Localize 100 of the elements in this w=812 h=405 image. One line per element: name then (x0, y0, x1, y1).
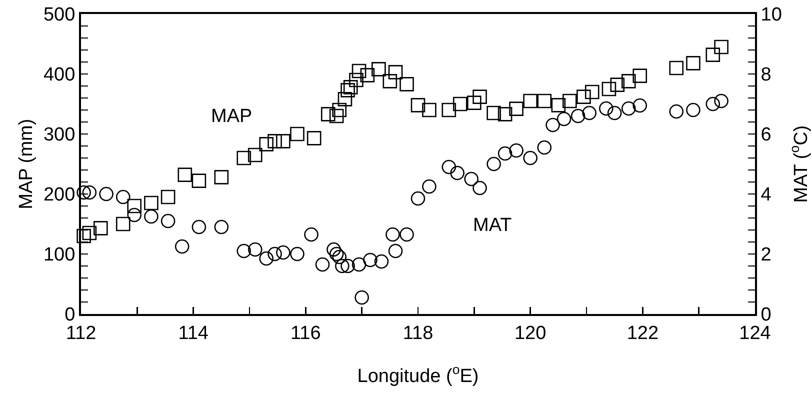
y2-tick-label: 8 (760, 64, 772, 86)
point (607, 106, 622, 120)
point (621, 74, 636, 88)
x-tick-label: 122 (626, 322, 659, 344)
point (352, 64, 366, 78)
point (632, 98, 648, 113)
point (400, 77, 414, 92)
y2-tick-label: 6 (760, 124, 772, 146)
point (632, 68, 648, 83)
point (340, 83, 355, 98)
point (621, 101, 636, 116)
point (248, 148, 262, 162)
point (315, 257, 330, 272)
point (602, 82, 616, 96)
point (498, 146, 512, 161)
point (464, 172, 479, 186)
point (584, 84, 600, 100)
point (472, 180, 487, 196)
point (352, 257, 366, 272)
y-tick-label: 100 (43, 244, 76, 266)
y-tick-label: 200 (43, 184, 76, 206)
point (706, 48, 720, 62)
point (374, 254, 389, 269)
point (304, 227, 318, 242)
point (329, 108, 344, 124)
y2-tick-label: 10 (760, 4, 782, 26)
x-tick-label: 116 (290, 322, 321, 344)
point (582, 106, 596, 120)
point (127, 198, 142, 214)
x-tick-label: 114 (178, 322, 209, 344)
point (259, 137, 274, 152)
point (236, 244, 252, 258)
point (610, 78, 625, 92)
point (338, 92, 352, 106)
point (268, 246, 282, 262)
x-tick-label: 118 (402, 322, 434, 344)
point (556, 112, 572, 126)
point (686, 56, 700, 70)
point (360, 68, 375, 82)
point (290, 246, 304, 262)
point (498, 107, 512, 122)
point (335, 258, 350, 274)
point (386, 227, 400, 242)
point (523, 150, 538, 166)
point (551, 98, 566, 112)
point (422, 179, 436, 194)
series-label: MAT (473, 215, 512, 236)
point (276, 245, 290, 260)
y-tick-label: 300 (43, 124, 76, 146)
point (562, 94, 577, 108)
point (329, 246, 344, 262)
point (442, 160, 456, 174)
point (340, 258, 355, 274)
point (354, 290, 369, 305)
point (486, 156, 501, 172)
point (320, 107, 336, 122)
y-axis-title: MAP (mm) (16, 118, 37, 210)
point (82, 226, 97, 240)
point (116, 216, 130, 232)
point (290, 126, 304, 142)
point (160, 190, 176, 204)
point (442, 102, 456, 118)
point (259, 251, 274, 266)
point (127, 208, 142, 222)
series-label: MAP (211, 106, 252, 127)
point (82, 185, 97, 200)
point (486, 106, 501, 120)
point (268, 134, 282, 148)
point (214, 220, 229, 234)
point (332, 250, 347, 264)
point (537, 94, 552, 108)
point (422, 102, 436, 118)
point (570, 108, 586, 124)
point (714, 40, 728, 54)
y-tick-label: 500 (43, 4, 76, 26)
point (410, 98, 426, 112)
point (472, 90, 487, 104)
point (686, 102, 700, 118)
point (326, 242, 341, 257)
point (276, 134, 290, 148)
point (76, 228, 91, 244)
point (669, 60, 684, 76)
point (372, 62, 386, 76)
point (214, 170, 229, 184)
point (388, 244, 403, 258)
point (306, 131, 322, 146)
point (388, 65, 403, 80)
point (116, 190, 130, 204)
point (509, 102, 524, 116)
point (669, 104, 684, 119)
point (467, 96, 482, 110)
point (509, 143, 524, 158)
point (192, 220, 206, 234)
y2-tick-label: 4 (760, 184, 772, 206)
x-tick-label: 120 (514, 322, 546, 344)
point (160, 214, 176, 228)
point (537, 140, 552, 155)
y-tick-label: 400 (43, 64, 76, 86)
point (174, 239, 190, 254)
point (178, 168, 192, 182)
